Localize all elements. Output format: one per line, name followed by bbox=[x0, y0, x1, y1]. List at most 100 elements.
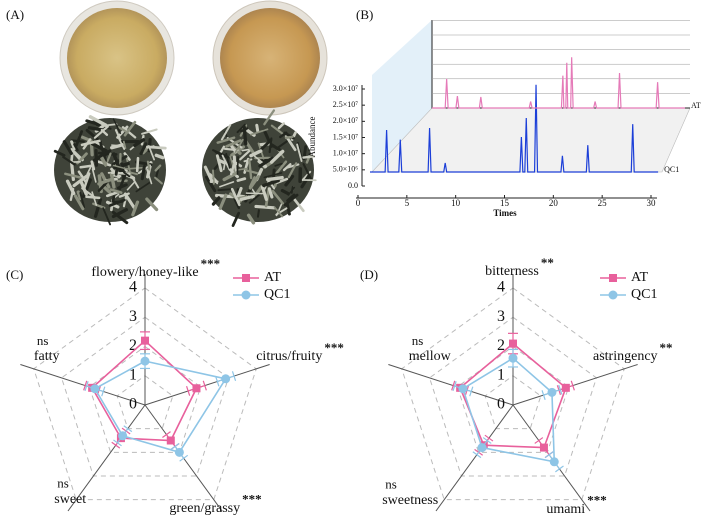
leaf bbox=[73, 194, 85, 211]
leaf bbox=[146, 145, 155, 149]
legend-label: AT bbox=[264, 270, 282, 285]
back-grid bbox=[432, 20, 690, 94]
marker bbox=[539, 443, 548, 452]
leaf bbox=[222, 171, 239, 182]
axis-label: green/grassy bbox=[169, 501, 240, 516]
leaf bbox=[77, 170, 87, 183]
leaf bbox=[120, 162, 126, 180]
grid-line bbox=[401, 287, 625, 501]
leaf bbox=[154, 153, 165, 160]
error-cap bbox=[469, 386, 474, 397]
significance: ** bbox=[660, 340, 673, 355]
leaf bbox=[102, 207, 112, 226]
spoke bbox=[512, 364, 638, 406]
leaf bbox=[108, 198, 126, 207]
error-cap bbox=[202, 380, 207, 391]
error-cap bbox=[451, 380, 456, 391]
leaf bbox=[262, 179, 280, 188]
leaf bbox=[302, 155, 315, 159]
leaf bbox=[231, 211, 241, 227]
leaf bbox=[284, 174, 295, 187]
error-cap bbox=[123, 425, 133, 433]
leaf bbox=[302, 162, 313, 181]
leaf bbox=[275, 207, 288, 216]
leaf bbox=[111, 208, 129, 219]
leaf bbox=[126, 181, 135, 191]
leaf bbox=[225, 152, 231, 169]
leaf bbox=[96, 149, 112, 160]
leaf bbox=[132, 177, 140, 189]
r-tick-label: 2 bbox=[129, 337, 137, 354]
significance: *** bbox=[587, 493, 607, 508]
significance: ns bbox=[412, 333, 424, 348]
x-tick-label: 25 bbox=[598, 198, 608, 208]
leaf bbox=[109, 188, 123, 194]
leaf bbox=[85, 195, 101, 200]
marker bbox=[561, 383, 570, 392]
x-tick-label: 10 bbox=[451, 198, 461, 208]
leaf bbox=[91, 168, 97, 183]
error-cap bbox=[113, 439, 122, 447]
panel-label: (B) bbox=[356, 7, 373, 22]
error-cap bbox=[484, 434, 494, 442]
leaf bbox=[70, 140, 76, 151]
leaf bbox=[275, 140, 288, 150]
leaf bbox=[235, 186, 243, 201]
grid-line bbox=[456, 345, 570, 453]
leaf bbox=[131, 200, 140, 217]
trace bbox=[370, 84, 659, 173]
y-tick-label: 1.5×10⁷ bbox=[333, 132, 359, 141]
grid-line bbox=[484, 375, 542, 430]
leaf bbox=[92, 202, 106, 209]
leaf bbox=[218, 193, 228, 210]
leaf bbox=[277, 122, 285, 130]
y-tick-label: 0.0 bbox=[348, 181, 358, 190]
leaf bbox=[85, 119, 101, 127]
marker bbox=[458, 384, 468, 394]
leaf bbox=[145, 197, 159, 212]
series-line bbox=[93, 360, 227, 454]
significance: ns bbox=[385, 477, 397, 492]
leaf bbox=[273, 206, 284, 218]
leaf bbox=[154, 176, 163, 185]
x-tick-label: 20 bbox=[549, 198, 559, 208]
leaf bbox=[105, 190, 120, 198]
marker bbox=[141, 336, 149, 345]
spoke bbox=[144, 364, 270, 406]
leaf bbox=[107, 123, 118, 127]
legend-label: QC1 bbox=[631, 287, 657, 302]
r-tick-label: 2 bbox=[497, 337, 505, 354]
r-tick-label: 1 bbox=[129, 366, 137, 383]
axis-label: fatty bbox=[34, 349, 60, 364]
marker bbox=[549, 457, 559, 467]
error-cap bbox=[170, 442, 180, 450]
leaf bbox=[271, 189, 284, 205]
leaf bbox=[254, 204, 276, 210]
leaf bbox=[212, 169, 215, 185]
leaf bbox=[79, 164, 94, 169]
axis-label: bitterness bbox=[485, 264, 539, 279]
series-line bbox=[91, 339, 198, 442]
leaf bbox=[270, 124, 285, 136]
x-axis-label: Times bbox=[493, 208, 517, 218]
legend-marker bbox=[241, 290, 251, 300]
error-cap bbox=[570, 380, 575, 391]
legend-label: AT bbox=[631, 270, 649, 285]
chromatogram-frame bbox=[371, 20, 691, 173]
error-cap bbox=[544, 451, 554, 459]
marker bbox=[509, 339, 517, 348]
leaf bbox=[280, 188, 290, 196]
r-tick-label: 3 bbox=[129, 308, 137, 325]
spoke bbox=[435, 404, 514, 512]
leaf bbox=[255, 123, 260, 133]
leaf bbox=[267, 187, 274, 199]
leaf bbox=[285, 202, 291, 216]
series-line bbox=[459, 342, 567, 449]
leaf bbox=[283, 193, 299, 207]
marker bbox=[477, 443, 487, 453]
leaf bbox=[222, 162, 226, 171]
grid-line bbox=[60, 316, 230, 477]
y-tick-label: 2.5×10⁷ bbox=[333, 100, 359, 109]
leaf bbox=[229, 164, 235, 176]
leaf bbox=[122, 140, 127, 150]
